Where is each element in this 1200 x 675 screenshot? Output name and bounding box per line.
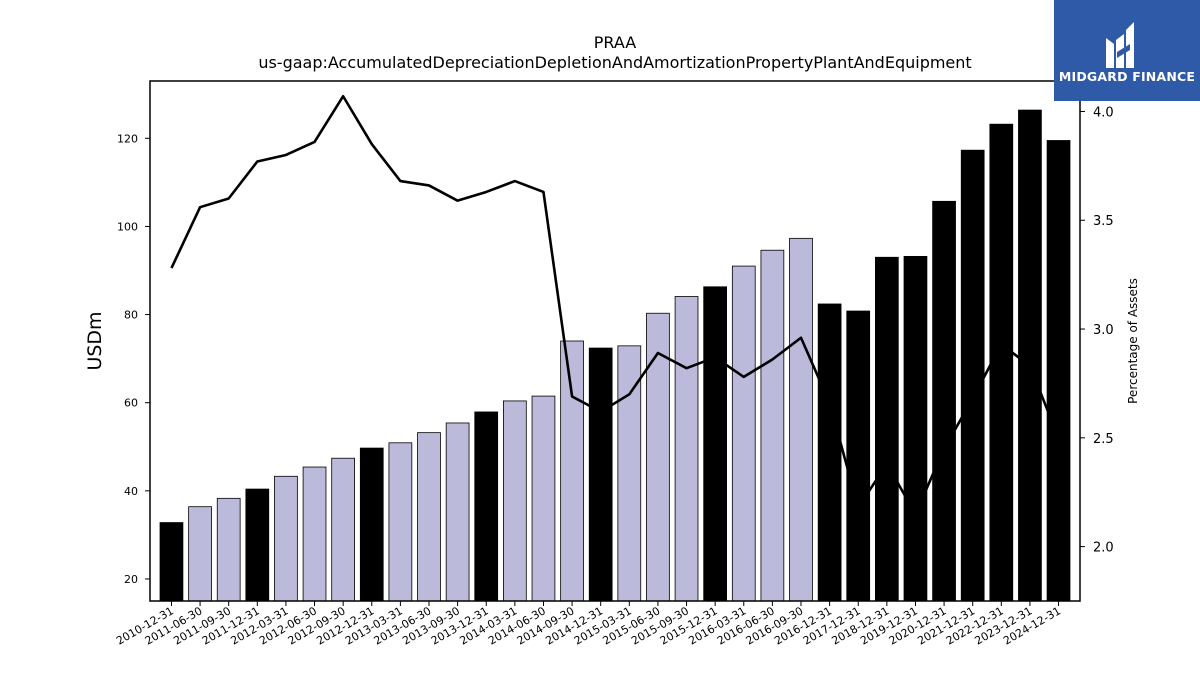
logo-text: MIDGARD FINANCE <box>1058 69 1196 84</box>
bar-2022-12-31 <box>989 123 1014 602</box>
y-tick-label: 40 <box>124 485 138 498</box>
bar-2016-06-30 <box>760 249 785 602</box>
bar-2023-12-31 <box>1018 109 1042 602</box>
y-tick-label: 100 <box>117 220 138 233</box>
y2-axis-label: Percentage of Assets <box>1126 278 1140 404</box>
y-tick-label: 60 <box>124 397 138 410</box>
line-series <box>170 94 1060 516</box>
bar-2019-12-31 <box>903 255 928 602</box>
bar-2024-12-31 <box>1046 140 1071 602</box>
bar-2014-03-31 <box>502 400 527 602</box>
bar-2014-06-30 <box>531 395 556 602</box>
bar-2016-12-31 <box>817 303 842 602</box>
y2-tick-label: 2.0 <box>1093 541 1114 556</box>
y-tick-label: 20 <box>124 573 138 586</box>
y2-tick-label: 3.5 <box>1093 214 1114 229</box>
chart-subtitle: us-gaap:AccumulatedDepreciationDepletion… <box>258 53 971 72</box>
bar-2014-09-30 <box>560 340 584 602</box>
bar-2011-12-31 <box>245 488 270 602</box>
bar-2012-09-30 <box>331 457 355 602</box>
percentage-line <box>170 94 1060 516</box>
bar-2018-12-31 <box>875 256 899 602</box>
bar-2012-03-31 <box>274 475 298 602</box>
bar-2013-03-31 <box>388 442 413 602</box>
bar-2012-12-31 <box>359 447 384 602</box>
y-tick-label: 120 <box>117 132 138 145</box>
bar-2020-12-31 <box>932 200 956 602</box>
bar-2017-12-31 <box>846 310 871 602</box>
bar-2014-12-31 <box>588 347 613 602</box>
bar-2013-12-31 <box>474 411 499 602</box>
bar-2016-09-30 <box>789 237 813 602</box>
y2-tick-label: 4.0 <box>1093 105 1114 120</box>
bar-2015-09-30 <box>674 296 699 602</box>
bar-2011-09-30 <box>216 497 241 602</box>
bar-2012-06-30 <box>302 466 327 602</box>
y2-tick-label: 2.5 <box>1093 432 1114 447</box>
logo-mark-icon <box>1106 22 1134 68</box>
plot-frame <box>149 80 1081 602</box>
y2-tick-label: 3.0 <box>1093 323 1114 338</box>
bar-2011-06-30 <box>188 506 212 602</box>
bar-2016-03-31 <box>731 265 756 602</box>
bar-2013-06-30 <box>417 432 441 602</box>
bar-series <box>159 109 1071 602</box>
y-axis-label: USDm <box>84 311 106 370</box>
bar-2010-12-31 <box>159 522 184 602</box>
bar-2015-12-31 <box>703 286 728 602</box>
midgard-finance-logo: MIDGARD FINANCE <box>1054 0 1200 101</box>
chart-title: PRAA <box>594 33 637 52</box>
bar-2013-09-30 <box>445 422 470 602</box>
bar-2021-12-31 <box>960 149 985 602</box>
y-tick-label: 80 <box>124 309 138 322</box>
